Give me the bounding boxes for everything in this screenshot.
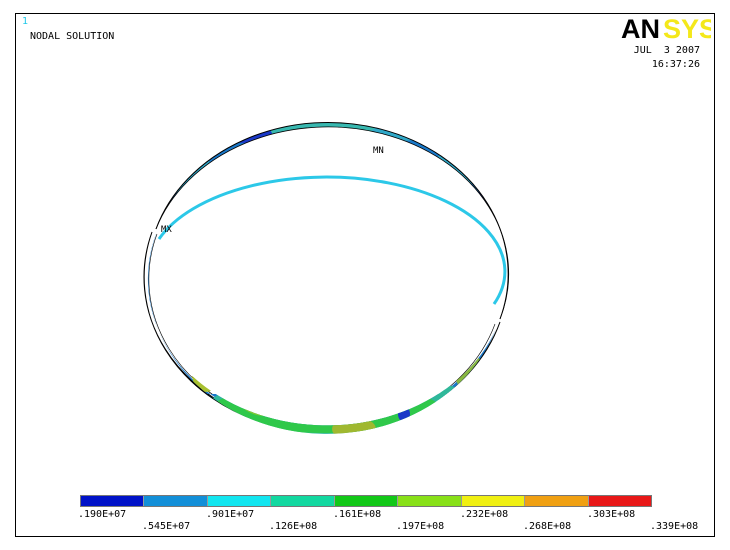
ring-rim-edge: [157, 175, 507, 305]
legend-label: .126E+08: [269, 521, 318, 532]
legend-color-swatch: [334, 496, 399, 506]
legend-label: .339E+08: [650, 521, 699, 532]
legend-color-swatch: [271, 496, 335, 506]
min-marker: MN: [373, 146, 384, 156]
legend-color-swatch: [588, 496, 651, 506]
legend-color-swatch: [144, 496, 208, 506]
legend-label: .197E+08: [396, 521, 445, 532]
contour-plot: MN MX: [143, 122, 510, 434]
ansys-logo: AN SYS: [621, 14, 711, 42]
time-stamp: 16:37:26: [651, 59, 700, 70]
legend-color-swatch: [207, 496, 272, 506]
logo-text-dark: AN: [621, 14, 660, 42]
logo-text-light: SYS: [663, 14, 711, 42]
legend-label: .190E+07: [78, 509, 127, 520]
legend-label: .303E+08: [587, 509, 636, 520]
legend-label: .268E+08: [523, 521, 572, 532]
legend-color-swatch: [398, 496, 462, 506]
date-stamp: JUL 3 2007: [633, 45, 700, 56]
graphics-window: 1 NODAL SOLUTION AN SYS JUL 3 2007 16:37…: [15, 13, 715, 537]
legend-label: .901E+07: [206, 509, 255, 520]
contour-legend-bar: [80, 495, 652, 507]
window-number: 1: [22, 16, 29, 27]
legend-color-swatch: [81, 496, 145, 506]
ring-front-surface: [143, 231, 501, 434]
legend-label: .232E+08: [460, 509, 509, 520]
legend-label: .545E+07: [142, 521, 191, 532]
legend-label: .161E+08: [333, 509, 382, 520]
legend-color-swatch: [461, 496, 526, 506]
legend-color-swatch: [525, 496, 589, 506]
max-marker: MX: [161, 225, 172, 235]
solution-title: NODAL SOLUTION: [30, 31, 115, 42]
